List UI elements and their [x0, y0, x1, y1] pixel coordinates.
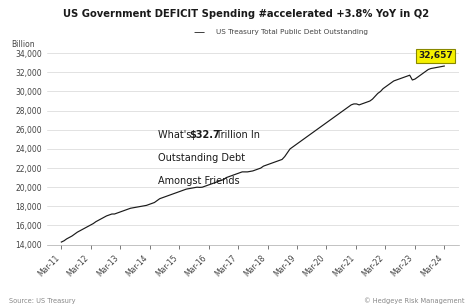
- Text: —: —: [193, 27, 205, 37]
- Text: What's: What's: [158, 130, 194, 140]
- Text: Billion: Billion: [11, 40, 35, 49]
- Text: Source: US Treasury: Source: US Treasury: [9, 298, 76, 304]
- Text: Trillion In: Trillion In: [213, 130, 260, 140]
- Text: Amongst Friends: Amongst Friends: [158, 176, 239, 186]
- Text: Outstanding Debt: Outstanding Debt: [158, 153, 245, 163]
- Text: US Government DEFICIT Spending #accelerated +3.8% YoY in Q2: US Government DEFICIT Spending #accelera…: [64, 9, 429, 19]
- Text: $32.7: $32.7: [189, 130, 219, 140]
- Text: US Treasury Total Public Debt Outstanding: US Treasury Total Public Debt Outstandin…: [216, 29, 368, 35]
- Text: 32,657: 32,657: [418, 51, 453, 60]
- Text: © Hedgeye Risk Management: © Hedgeye Risk Management: [364, 298, 465, 304]
